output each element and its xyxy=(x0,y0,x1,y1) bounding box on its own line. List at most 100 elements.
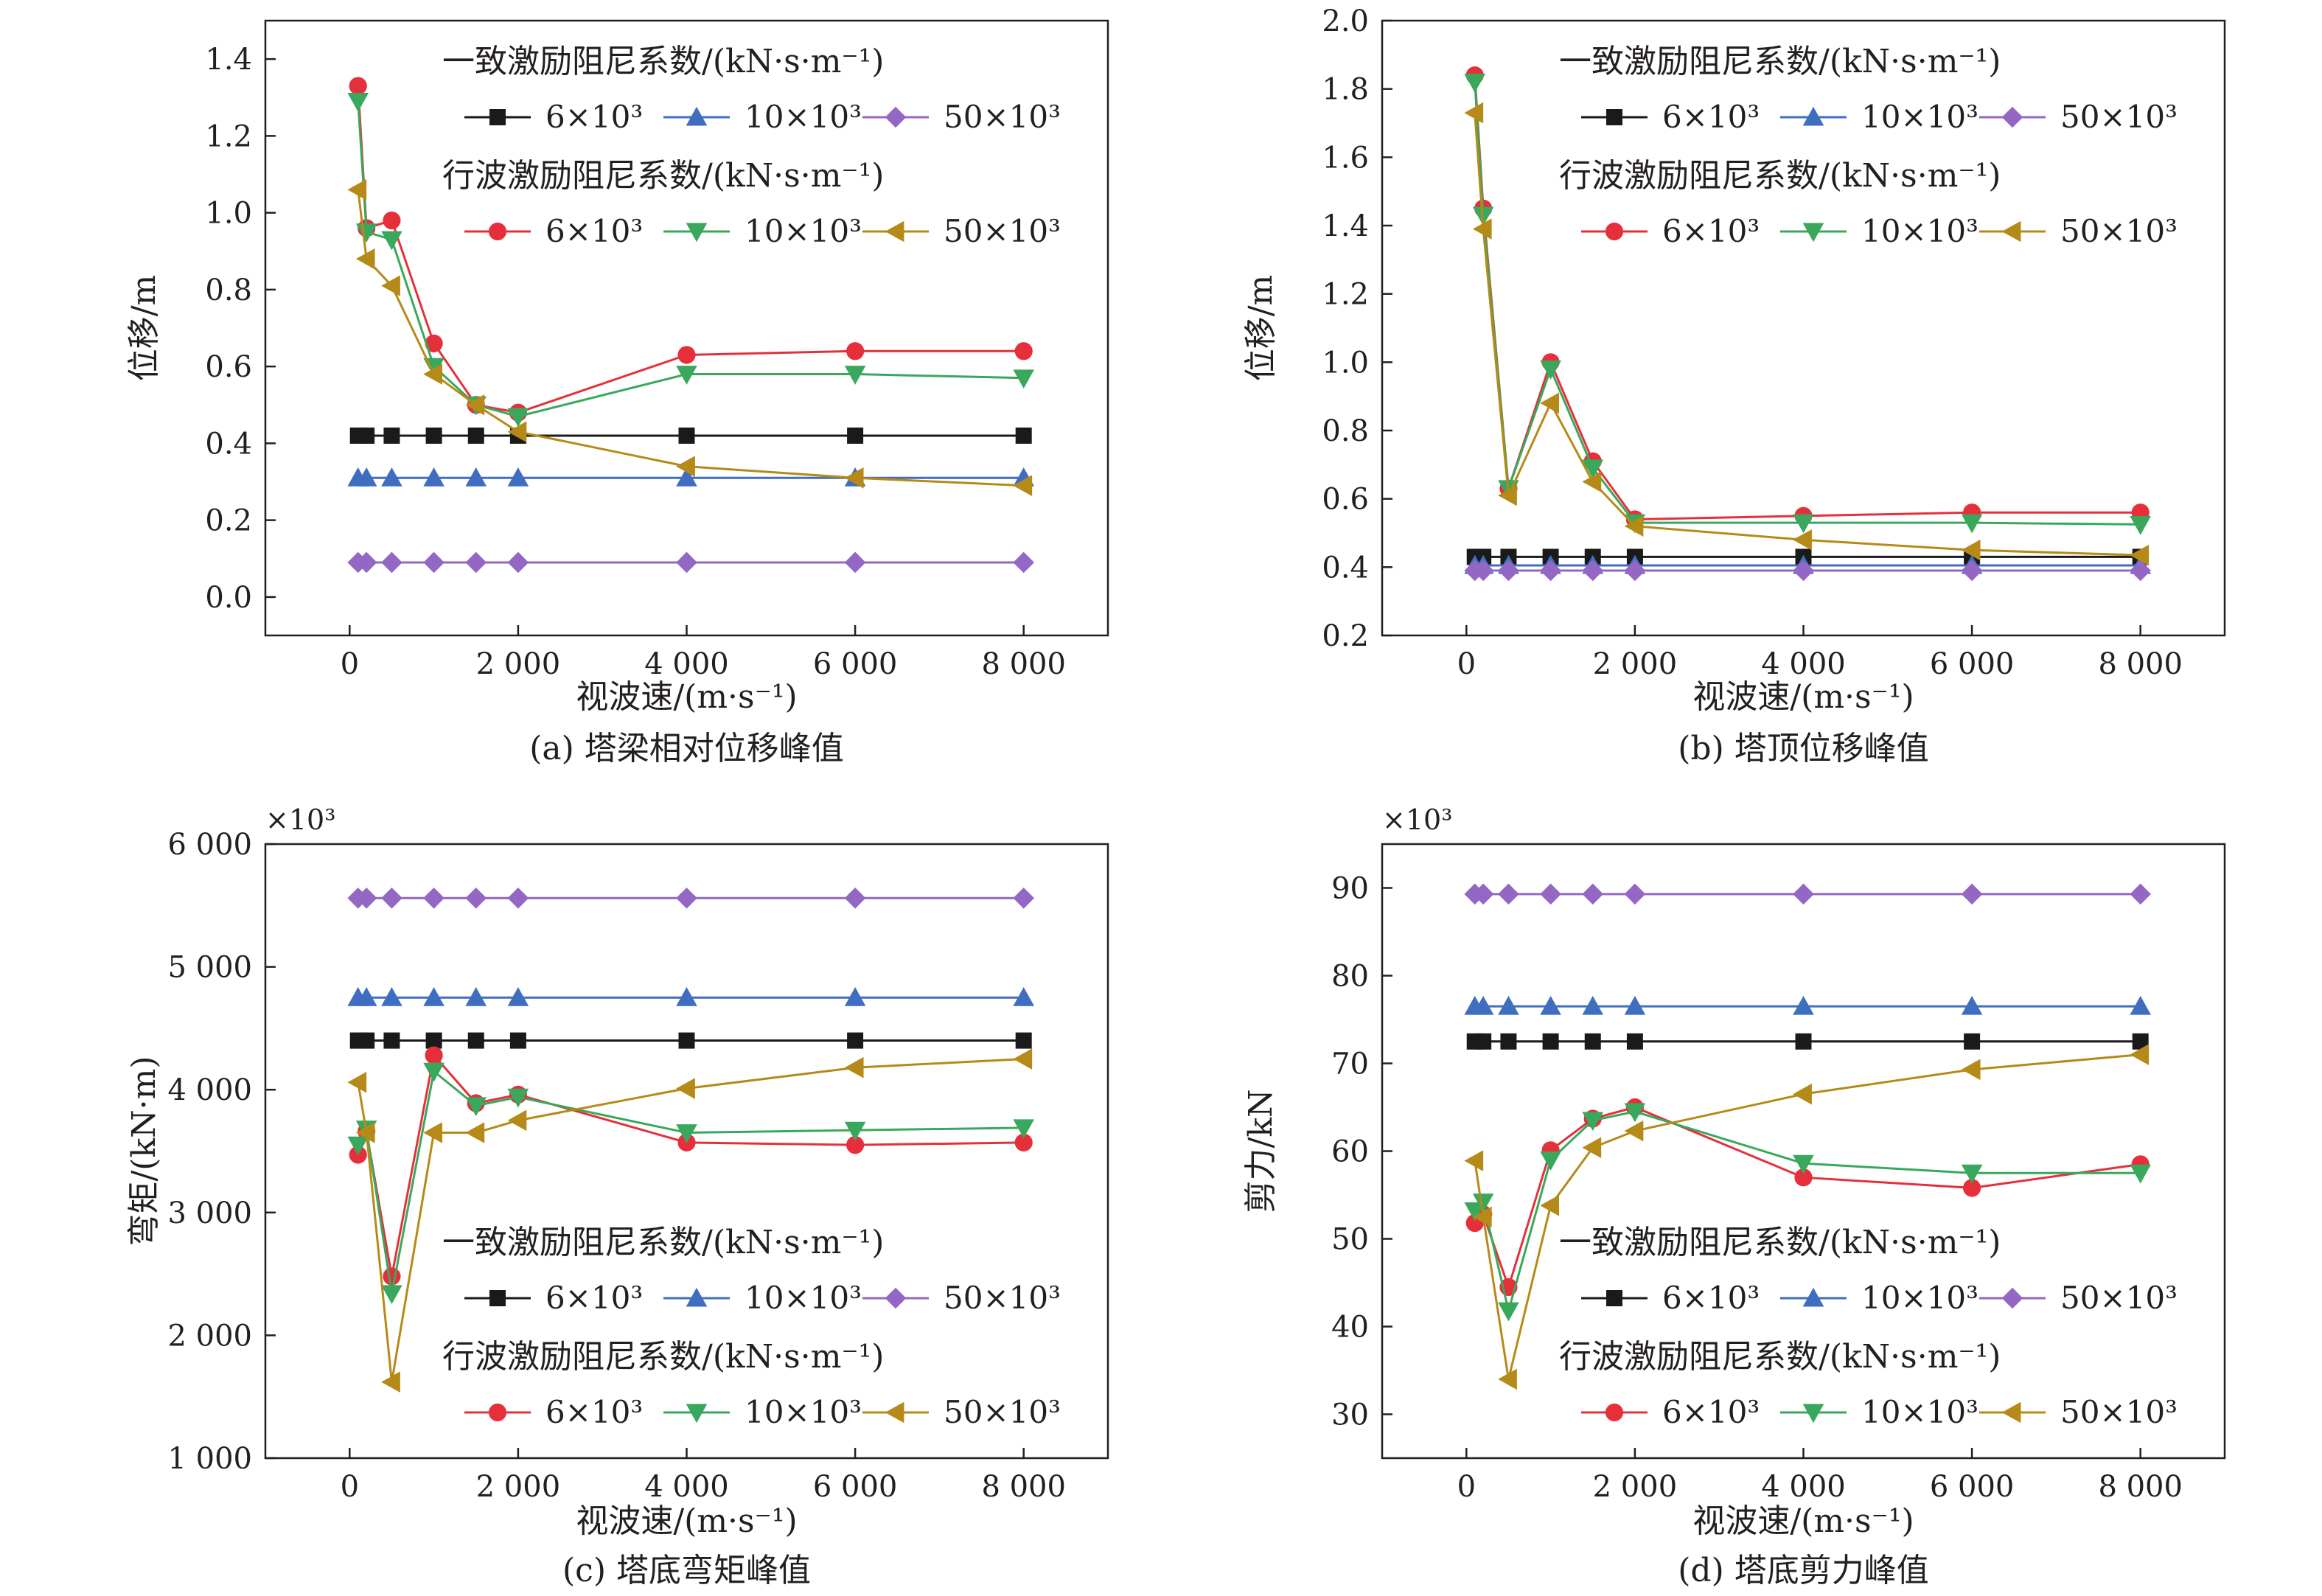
legend-swatch-marker xyxy=(1802,1287,1824,1307)
series-line-4 xyxy=(1474,82,2141,526)
legend-entry-label: 50×10³ xyxy=(944,213,1061,249)
data-point-s4-5 xyxy=(1624,1103,1646,1123)
y-tick-label: 1.2 xyxy=(1322,278,1369,312)
x-tick-label: 0 xyxy=(1457,1470,1476,1504)
data-point-s1-6 xyxy=(1793,995,1814,1015)
data-point-s3-2 xyxy=(383,1267,401,1286)
data-point-s5-5 xyxy=(1624,515,1644,537)
data-point-s5-5 xyxy=(507,421,527,443)
data-point-s1-7 xyxy=(1961,995,1983,1015)
legend-swatch-marker xyxy=(885,220,904,243)
data-point-s1-6 xyxy=(676,986,697,1006)
legend-swatch-marker xyxy=(2001,1401,2021,1423)
data-point-s5-4 xyxy=(465,394,485,416)
legend-swatch-marker xyxy=(2001,220,2021,243)
x-tick-label: 4 000 xyxy=(644,647,729,681)
data-point-s5-0 xyxy=(1464,102,1484,124)
data-point-s0-7 xyxy=(1964,1033,1981,1050)
x-tick-label: 2 000 xyxy=(1593,1470,1678,1504)
data-point-s4-5 xyxy=(507,408,529,428)
legend-swatch-marker xyxy=(2001,1287,2023,1309)
y-tick-label: 0.8 xyxy=(1322,414,1369,448)
data-point-s0-5 xyxy=(509,1032,526,1049)
x-tick-label: 8 000 xyxy=(2098,1470,2183,1504)
data-point-s5-5 xyxy=(1624,1120,1644,1142)
x-tick-label: 4 000 xyxy=(644,1470,729,1504)
legend: 一致激励阻尼系数/(kN·s·m⁻¹) 行波激励阻尼系数/(kN·s·m⁻¹) 6×… xyxy=(442,43,1061,249)
data-point-s1-1 xyxy=(355,986,377,1006)
legend-title-traveling: 行波激励阻尼系数/(kN·s·m⁻¹) xyxy=(442,157,884,195)
y-tick-label: 0.0 xyxy=(205,581,252,615)
data-point-s0-1 xyxy=(358,427,375,444)
data-point-s3-2 xyxy=(383,211,401,230)
data-point-s4-0 xyxy=(347,93,369,112)
y-tick-label: 30 xyxy=(1331,1398,1369,1432)
x-axis-label: 视波速/(m·s⁻¹) xyxy=(576,1502,797,1540)
data-point-s1-2 xyxy=(1498,995,1519,1015)
legend-swatch-marker xyxy=(686,1287,708,1307)
data-point-s2-6 xyxy=(676,551,697,574)
data-point-s2-3 xyxy=(423,551,444,574)
data-point-s5-3 xyxy=(423,1122,443,1143)
data-point-s5-8 xyxy=(2130,1044,2150,1065)
data-point-s2-6 xyxy=(1793,883,1814,905)
legend-entry-label: 50×10³ xyxy=(944,1394,1061,1430)
legend-entry-label: 6×10³ xyxy=(1662,99,1760,135)
data-point-s3-6 xyxy=(677,346,696,364)
legend-entry-label: 10×10³ xyxy=(745,1394,862,1430)
data-point-s5-2 xyxy=(381,1371,400,1393)
data-point-s4-2 xyxy=(381,231,402,251)
y-tick-label: 80 xyxy=(1331,960,1369,994)
legend-entry-label: 50×10³ xyxy=(2060,1394,2178,1430)
panel-caption: (d) 塔底剪力峰值 xyxy=(1678,1552,1928,1589)
data-point-s4-6 xyxy=(676,1124,697,1143)
legend-swatch-marker xyxy=(686,106,708,126)
data-point-s0-4 xyxy=(467,427,484,444)
data-point-s2-5 xyxy=(1624,560,1646,582)
x-tick-label: 6 000 xyxy=(813,1470,898,1504)
y-tick-label: 1.4 xyxy=(205,43,252,77)
y-tick-label: 90 xyxy=(1331,872,1369,906)
data-point-s2-4 xyxy=(465,551,487,574)
legend-entry-label: 10×10³ xyxy=(1861,1280,1978,1316)
data-point-s5-1 xyxy=(355,1122,375,1143)
legend-title-traveling: 行波激励阻尼系数/(kN·s·m⁻¹) xyxy=(442,1338,884,1376)
data-point-s5-0 xyxy=(1464,1150,1484,1171)
data-point-s3-8 xyxy=(1014,1133,1033,1151)
x-tick-label: 8 000 xyxy=(2098,647,2183,681)
data-point-s2-1 xyxy=(355,888,377,909)
x-tick-label: 8 000 xyxy=(981,1470,1066,1504)
legend-entry-label: 10×10³ xyxy=(745,1280,862,1316)
y-tick-label: 1.4 xyxy=(1322,209,1369,243)
data-point-s2-5 xyxy=(1624,883,1646,905)
data-point-s0-2 xyxy=(1500,1033,1517,1050)
legend-entry-label: 10×10³ xyxy=(745,99,862,135)
y-tick-label: 0.6 xyxy=(1322,483,1369,517)
data-point-s5-3 xyxy=(1540,392,1560,414)
data-point-s4-2 xyxy=(381,1285,402,1305)
legend-entry-label: 6×10³ xyxy=(545,1394,643,1430)
data-point-s4-5 xyxy=(507,1088,529,1108)
chart-panel-3: 0 2 000 4 000 6 000 8 000 30 40 50 60 70 80 90 视波速/(… xyxy=(1242,804,2226,1589)
y-tick-label: 0.4 xyxy=(1322,551,1369,585)
legend-entry-label: 6×10³ xyxy=(1662,1394,1760,1430)
chart-panel-0: 0 2 000 4 000 6 000 8 000 0.0 0.2 0.4 0.6 0.8 1.0 1… xyxy=(125,19,1109,767)
legend-title-traveling: 行波激励阻尼系数/(kN·s·m⁻¹) xyxy=(1559,157,2001,195)
x-axis-label: 视波速/(m·s⁻¹) xyxy=(1692,678,1914,716)
legend-title-uniform: 一致激励阻尼系数/(kN·s·m⁻¹) xyxy=(442,43,884,80)
data-point-s1-2 xyxy=(381,986,402,1006)
series-line-4 xyxy=(1474,1110,2141,1311)
data-point-s5-8 xyxy=(2130,544,2150,566)
legend-entry-label: 50×10³ xyxy=(944,1280,1061,1316)
panel-caption: (a) 塔梁相对位移峰值 xyxy=(529,730,844,767)
x-tick-label: 4 000 xyxy=(1761,647,1846,681)
data-point-s5-1 xyxy=(1472,218,1492,240)
legend-swatch-marker xyxy=(1606,109,1622,125)
y-tick-label: 70 xyxy=(1331,1048,1369,1081)
data-point-s5-2 xyxy=(1498,1368,1517,1390)
data-point-s4-6 xyxy=(676,366,697,385)
data-point-s4-8 xyxy=(2130,515,2151,535)
y-tick-label: 6 000 xyxy=(167,828,252,862)
x-axis-label: 视波速/(m·s⁻¹) xyxy=(576,678,797,716)
data-point-s2-5 xyxy=(507,888,529,909)
